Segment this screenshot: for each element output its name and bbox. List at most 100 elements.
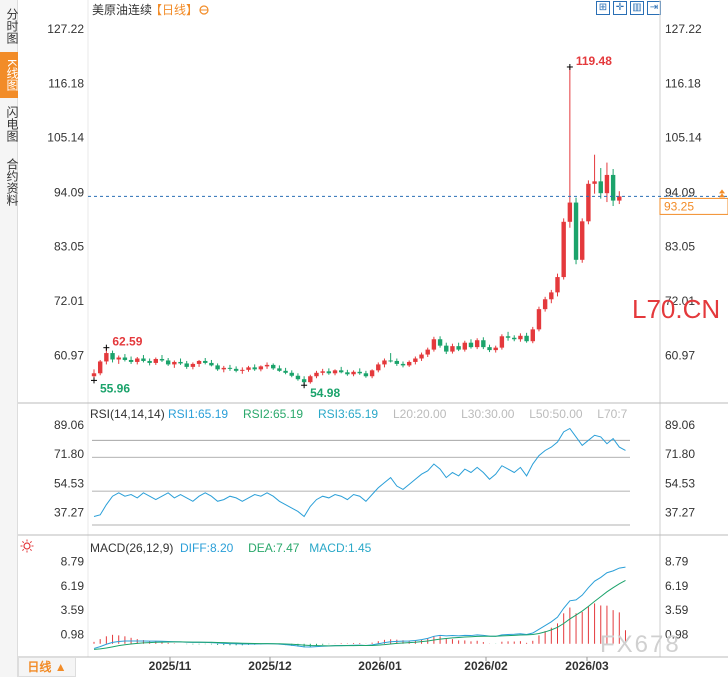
y-tick-label-left: 94.09 (54, 185, 84, 199)
candle-body (474, 340, 480, 348)
main-annotations: 93.25 62.59 55.96 54.98 119.48 (88, 54, 728, 400)
rsi-y-tick: 37.27 (665, 506, 695, 520)
y-tick-label: 83.05 (665, 240, 695, 254)
ruler-icon[interactable]: ▥ (630, 1, 644, 15)
candle-body (209, 362, 214, 366)
rsi-legend-item: L70:7 (597, 407, 627, 421)
settings-icon[interactable] (199, 5, 209, 15)
rsi-pane: RSI(14,14,14) RSI1:65.19 RSI2:65.19 RSI3:65… (54, 407, 695, 526)
y-tick-label: 127.22 (665, 22, 702, 36)
extreme-label: 119.48 (576, 54, 612, 68)
candle-body (332, 370, 338, 374)
extreme-label: 62.59 (112, 335, 142, 349)
rsi-y-tick-left: 89.06 (54, 418, 84, 432)
candle-body (437, 339, 443, 346)
y-tick-label-left: 105.14 (47, 131, 84, 145)
main-y-ticks: 127.22 127.22 116.18 116.18 105.14 105.14 94.0… (47, 22, 702, 363)
candle-body (301, 379, 307, 383)
candle-body (400, 363, 406, 366)
macd-diff-line (93, 566, 626, 649)
candle-body (258, 366, 264, 370)
candle-body (462, 342, 467, 350)
tab-kline[interactable]: K线图 (0, 52, 19, 98)
candle-body (165, 360, 171, 365)
tab-timeshare[interactable]: 分时图 (5, 8, 19, 44)
y-tick-label-left: 60.97 (54, 349, 84, 363)
candle-body (524, 335, 529, 342)
crosshair-icon[interactable]: ✛ (613, 1, 627, 15)
candle-body (604, 174, 610, 194)
candle-body (308, 376, 313, 383)
current-price-label: 93.25 (664, 199, 694, 213)
x-tick-label: 2025/12 (248, 659, 292, 673)
candle-body (116, 357, 121, 360)
candle-body (172, 361, 177, 365)
rsi-y-tick: 71.80 (665, 447, 695, 461)
candle-body (456, 346, 461, 350)
brand-watermark: FX678 (600, 631, 681, 658)
candle-body (376, 364, 381, 371)
candle-body (561, 221, 566, 278)
rsi-y-tick-left: 71.80 (54, 447, 84, 461)
macd-y-tick: 3.59 (665, 603, 689, 617)
candle-body (580, 221, 585, 260)
macd-y-tick-left: 8.79 (61, 555, 85, 569)
x-axis: 2025/11 2025/12 2026/01 2026/02 2026/03 (149, 657, 609, 673)
macd-y-tick: 6.19 (665, 579, 689, 593)
x-tick-label: 2026/01 (358, 659, 402, 673)
candle-body (592, 181, 597, 184)
candle-body (221, 367, 226, 370)
candle-body (128, 359, 134, 362)
candle-body (351, 371, 356, 375)
period-button[interactable]: 日线 ▲ (18, 657, 76, 677)
candle-body (382, 360, 387, 365)
rsi-label: RSI(14,14,14) (90, 407, 165, 421)
candle-body (536, 309, 542, 330)
y-tick-label: 116.18 (665, 76, 701, 90)
candle-body (215, 365, 220, 370)
fit-icon[interactable]: ⊞ (596, 1, 610, 15)
candle-body (425, 349, 430, 355)
candle-body (277, 368, 282, 371)
candle-body (357, 371, 362, 374)
candle-body (487, 347, 492, 351)
rsi-y-tick-left: 54.53 (54, 476, 84, 490)
y-tick-label: 72.01 (665, 294, 695, 308)
macd-legend-item: DIFF:8.20 (180, 541, 234, 555)
extreme-label: 55.96 (100, 381, 130, 395)
candle-body (394, 360, 400, 364)
tab-contract-info[interactable]: 合约资料 (5, 158, 19, 206)
candle-body (345, 372, 350, 375)
y-tick-label-left: 127.22 (47, 22, 84, 36)
candle-body (419, 354, 424, 359)
candle-body (314, 372, 319, 377)
candle-body (283, 370, 288, 373)
y-tick-label-left: 116.18 (48, 76, 84, 90)
y-tick-label: 60.97 (665, 349, 695, 363)
rsi-legend-item: L50:50.00 (529, 407, 583, 421)
candle-body (413, 358, 418, 362)
candle-body (406, 361, 412, 366)
candle-body (295, 375, 301, 380)
macd-y-tick-left: 0.98 (61, 628, 85, 642)
candle-body (271, 364, 276, 369)
macd-y-tick: 8.79 (665, 555, 689, 569)
candle-body (617, 196, 622, 201)
x-tick-label: 2026/03 (565, 659, 609, 673)
tab-flash[interactable]: 闪电图 (5, 106, 19, 142)
candle-body (147, 360, 152, 363)
chart-title: 美原油连续 (92, 2, 152, 17)
candle-body (264, 364, 270, 367)
sun-icon[interactable] (20, 539, 34, 553)
candle-body (326, 371, 332, 374)
candle-body (573, 202, 579, 260)
current-price-box (659, 197, 728, 215)
rsi-legend-item: L20:20.00 (393, 407, 447, 421)
candle-body (203, 360, 208, 363)
candle-body (388, 360, 393, 362)
macd-label: MACD(26,12,9) (90, 541, 173, 555)
candle-body (91, 373, 97, 377)
candle-body (153, 358, 158, 363)
rsi-legend-item: RSI2:65.19 (243, 407, 303, 421)
